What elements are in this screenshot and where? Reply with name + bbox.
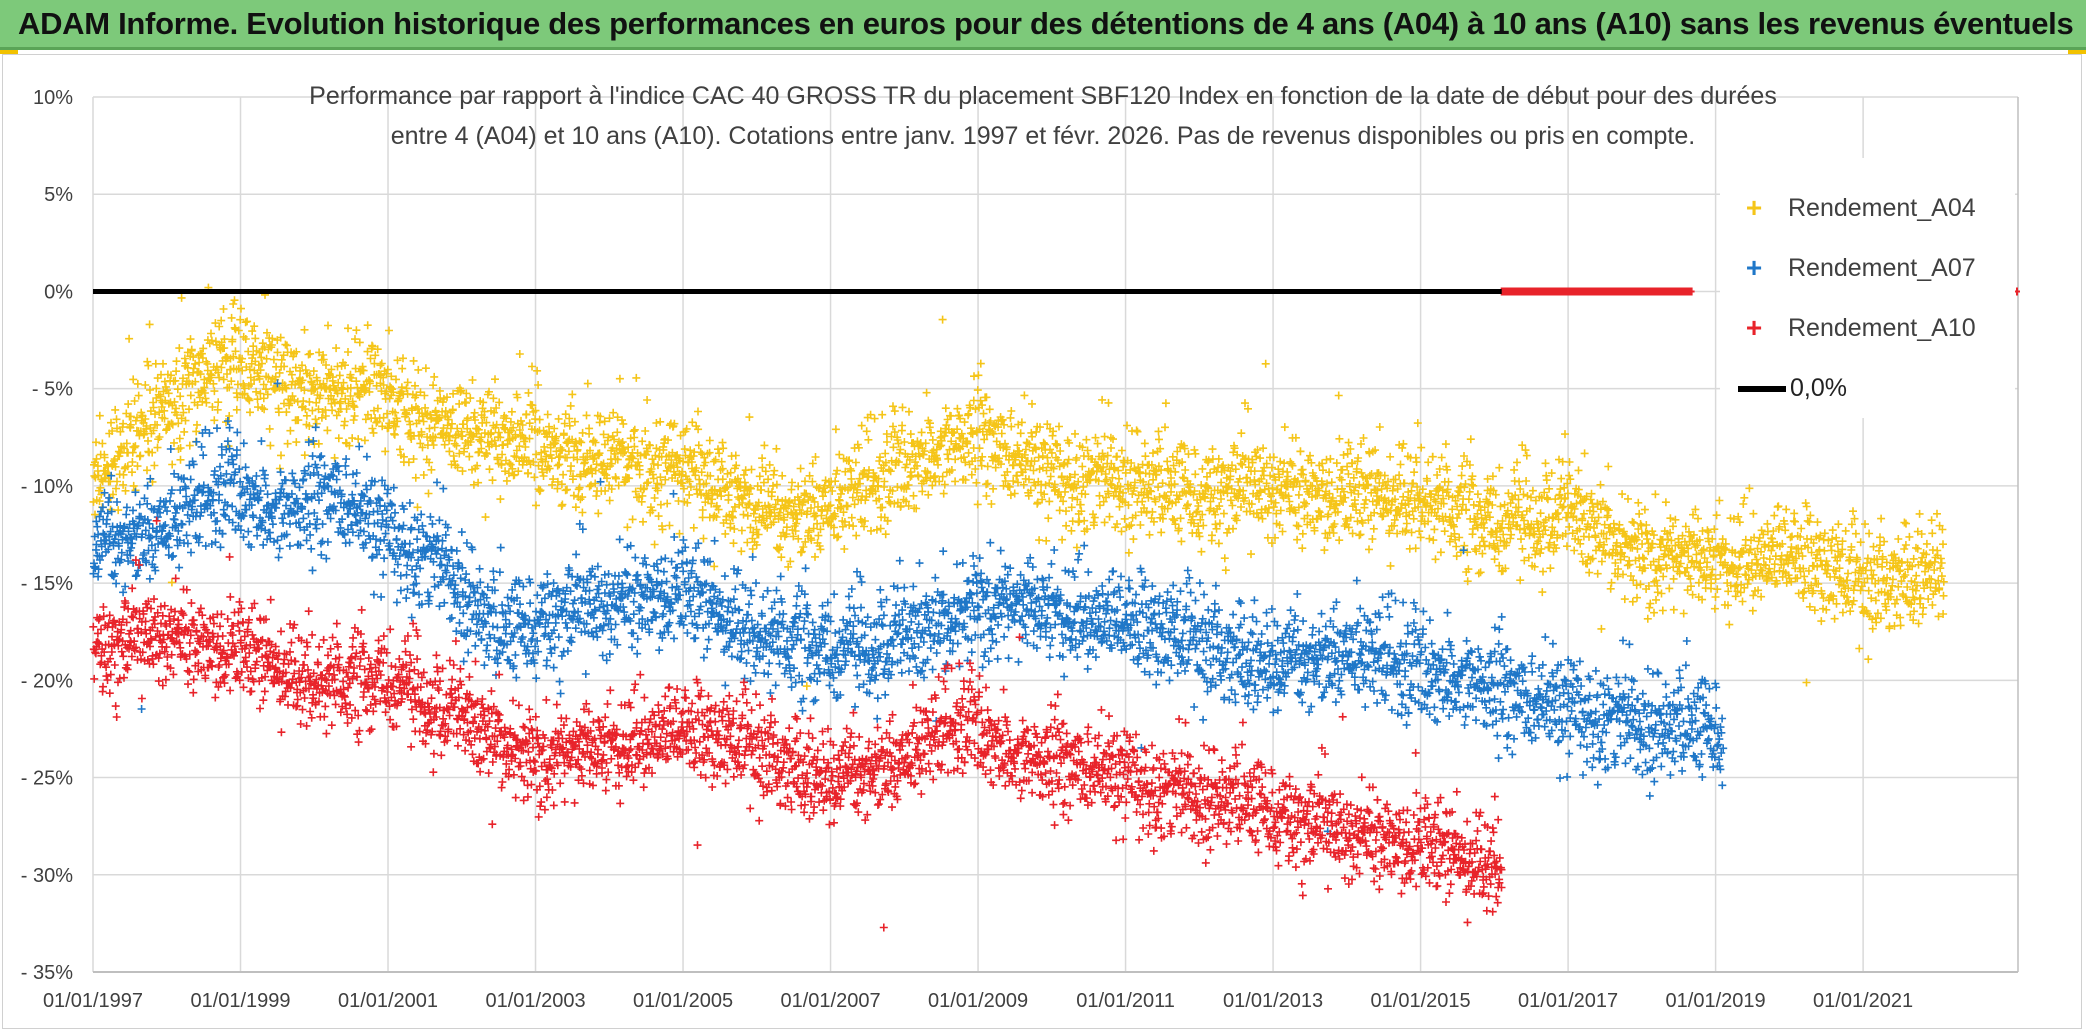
legend-marker-a07: + (1745, 252, 1763, 283)
chart-frame (2, 54, 2082, 1029)
x-tick-label: 01/01/2015 (1371, 990, 1471, 1012)
x-tick-label: 01/01/1999 (190, 990, 290, 1012)
banner-corner-left (0, 50, 18, 54)
x-tick-label: 01/01/2011 (1076, 990, 1175, 1012)
x-tick-label: 01/01/2017 (1518, 990, 1618, 1012)
x-tick-label: 01/01/2003 (485, 990, 585, 1012)
legend-label-zero-line: 0,0% (1790, 374, 1847, 402)
x-tick-label: 01/01/2001 (338, 990, 438, 1012)
chart-title-line-1: Performance par rapport à l'indice CAC 4… (309, 82, 1777, 110)
zero-marker-end (2014, 287, 2020, 296)
banner-corner-right (2068, 50, 2086, 54)
chart-title-line-2: entre 4 (A04) et 10 ans (A10). Cotations… (390, 122, 1696, 150)
y-tick-label: - 5% (32, 379, 73, 401)
x-tick-label: 01/01/2021 (1813, 990, 1913, 1012)
report-banner: ADAM Informe. Evolution historique des p… (0, 0, 2086, 50)
x-tick-label: 01/01/2013 (1223, 990, 1323, 1012)
zero-markers (1498, 287, 1695, 296)
report-title: ADAM Informe. Evolution historique des p… (18, 6, 2074, 41)
legend-marker-a04: + (1745, 192, 1763, 223)
y-tick-label: - 10% (21, 476, 73, 498)
series-Rendement_A04 (89, 283, 1948, 691)
axis-labels: 10% 5% 0% - 5% - 10% - 15% - 20% - 25% - 30% - 35… (21, 87, 1913, 1012)
y-tick-label: - 30% (21, 865, 73, 887)
y-tick-label: - 15% (21, 573, 73, 595)
y-tick-label: - 25% (21, 768, 73, 790)
x-tick-label: 01/01/1997 (43, 990, 143, 1012)
y-tick-label: - 20% (21, 670, 73, 692)
x-tick-label: 01/01/2007 (780, 990, 880, 1012)
scatter-points-Rendement_A04 (89, 283, 1948, 691)
series-Rendement_A10 (89, 516, 1506, 932)
y-tick-label: - 35% (21, 962, 73, 984)
legend-label-a04: Rendement_A04 (1788, 194, 1976, 222)
legend-item-a10: + Rendement_A10 (1720, 308, 2010, 348)
scatter-points-Rendement_A07 (89, 379, 1728, 836)
chart-legend: + Rendement_A04 + Rendement_A07 + Rendem… (1720, 158, 2015, 418)
legend-label-a07: Rendement_A07 (1788, 254, 1976, 282)
legend-item-zero-line: 0,0% (1720, 368, 2010, 408)
zero-line-layer (93, 287, 2020, 296)
scatter-points-Rendement_A10 (89, 516, 1506, 932)
legend-label-a10: Rendement_A10 (1788, 314, 1976, 342)
legend-line-swatch (1738, 386, 1786, 392)
legend-marker-a10: + (1745, 312, 1763, 343)
data-points (89, 283, 1948, 932)
x-tick-label: 01/01/2009 (928, 990, 1028, 1012)
legend-item-a07: + Rendement_A07 (1720, 248, 2010, 288)
legend-item-a04: + Rendement_A04 (1720, 188, 2010, 228)
y-tick-label: 0% (44, 281, 73, 303)
x-tick-label: 01/01/2005 (633, 990, 733, 1012)
y-tick-label: 5% (44, 184, 73, 206)
series-Rendement_A07 (89, 379, 1728, 836)
y-tick-label: 10% (33, 87, 73, 109)
x-tick-label: 01/01/2019 (1666, 990, 1766, 1012)
